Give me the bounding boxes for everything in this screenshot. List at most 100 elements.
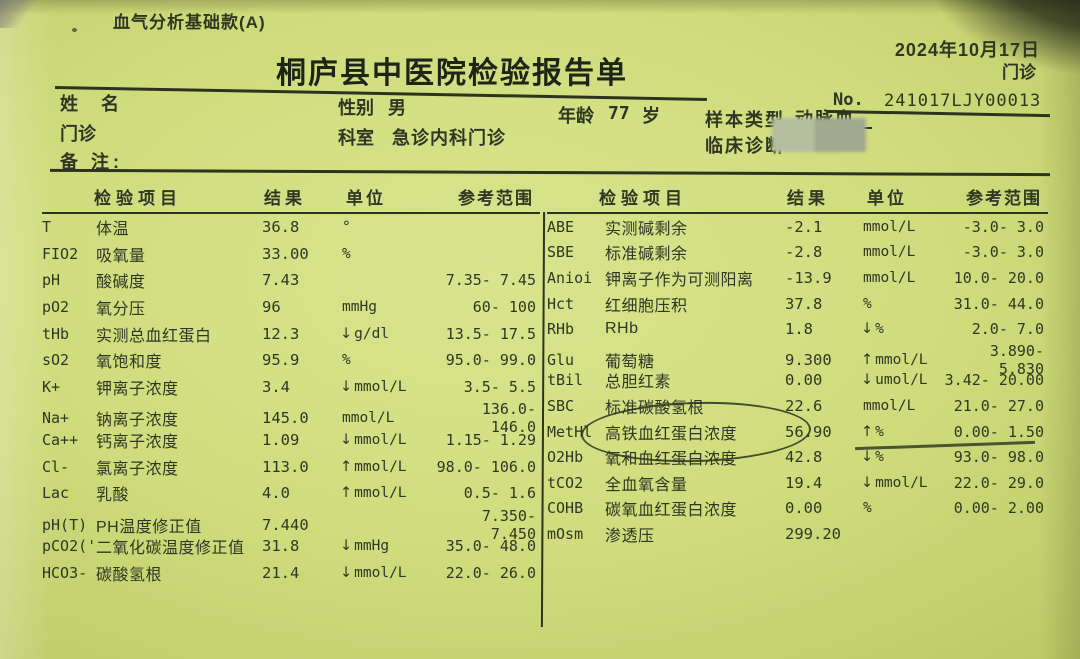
test-code: Anioi [547,268,593,287]
test-unit: mmol/L [861,219,943,235]
abnormal-flag-icon: ↑ [861,351,874,368]
unit-text: mmol/L [875,474,928,491]
table-row: Lac 乳酸 4.0 ↑ mmol/L 0.5- 1.6 [42,480,540,507]
test-code: tBil [547,371,584,390]
test-name: 碳氧血红蛋白浓度 [605,502,738,520]
test-code: T [42,218,52,237]
reference-range: 0.00- 2.00 [953,499,1044,518]
test-code: Na+ [42,409,70,428]
reference-range: 31.0- 44.0 [953,294,1044,313]
test-code: sO2 [42,351,70,370]
header-divider-rule [49,168,1051,176]
test-name: 乳酸 [96,487,130,505]
reference-range: 3.42- 20.00 [944,371,1044,390]
test-result: 42.8 [785,448,823,467]
page-title: 桐庐县中医院检验报告单 [276,57,628,90]
test-result: 299.20 [785,524,841,543]
test-unit [340,517,430,533]
column-header-range: 参考范围 [966,188,1042,208]
test-code: pCO2(' [42,537,96,556]
results-table-left: 检验项目 结果 单位 参考范围 T 体温 36.8 ° FIO2 吸氧量 33.… [42,180,540,586]
test-name: 钠离子浓度 [96,412,179,430]
test-code: ABE [547,217,575,236]
test-name: 钾离子作为可测阳离 [605,271,754,289]
unit-text: mmol/L [354,458,407,475]
test-unit [340,272,430,288]
test-unit: mmol/L [861,270,943,286]
reference-range: 2.0- 7.0 [971,320,1044,339]
test-code: K+ [42,377,61,396]
test-name: 二氧化碳温度修正值 [96,540,245,558]
abnormal-flag-icon: ↓ [861,449,874,466]
unit-text: mmol/L [863,244,916,261]
reference-range: 0.00- 1.50 [953,422,1044,441]
test-result: 4.0 [262,484,290,503]
table-row: pH(T) PH温度修正值 7.440 7.350- 7.450 [42,507,540,543]
unit-text: mmol/L [354,565,407,582]
test-name: 红细胞压积 [605,297,688,315]
column-header-unit: 单位 [346,188,386,208]
abnormal-flag-icon: ↑ [340,458,353,475]
test-result: 0.00 [785,499,823,518]
test-result: 1.8 [785,320,813,339]
test-unit: ↓ mmol/L [861,475,943,491]
test-name: PH温度修正值 [96,518,202,536]
test-unit: ↓% [861,449,943,465]
reference-range: -3.0- 3.0 [962,243,1044,262]
test-result: 113.0 [262,457,309,476]
table-row: pCO2(' 二氧化碳温度修正值 31.8 ↓ mmHg 35.0- 48.0 [42,533,540,560]
report-date: 2024年10月17日 [894,40,1040,60]
abnormal-flag-icon: ↓ [340,565,353,582]
test-result: 22.6 [785,396,823,415]
test-result: 36.8 [262,218,300,237]
sample-type-label: 样本类型 [705,110,785,130]
report-no-label: No. [833,90,864,110]
table-row: Hct 红细胞压积 37.8 % 31.0- 44.0 [547,291,1048,317]
test-unit: % [861,296,943,312]
test-result: 33.00 [262,244,309,263]
test-name: 氧饱和度 [96,354,163,372]
test-name: 碳酸氢根 [96,567,163,585]
diagnosis-redacted-block [772,118,866,152]
table-row: Cl- 氯离子浓度 113.0 ↑ mmol/L 98.0- 106.0 [42,453,540,480]
test-result: 31.8 [262,537,300,556]
test-unit: ↓ mmol/L [340,565,430,581]
unit-text: umol/L [875,372,928,389]
test-unit: ° [340,219,430,235]
reference-range: 13.5- 17.5 [445,324,536,343]
remark-label: 备 注: [60,152,123,172]
test-name: 吸氧量 [96,247,146,265]
test-name: RHb [605,320,639,338]
test-code: COHB [547,499,584,518]
abnormal-flag-icon: ↓ [340,432,353,449]
paper-speck [72,28,77,32]
table-row: Ca++ 钙离子浓度 1.09 ↓ mmol/L 1.15- 1.29 [42,427,540,454]
table-row: mOsm 渗透压 299.20 [547,521,1048,547]
table-row: ABE 实测碱剩余 -2.1 mmol/L -3.0- 3.0 [547,214,1048,240]
age-unit: 岁 [642,106,660,126]
test-unit: ↓ mmol/L [340,432,430,448]
unit-text: % [342,352,351,369]
test-code: RHb [547,320,575,339]
table-row: pO2 氧分压 96 mmHg 60- 100 [42,294,540,321]
test-unit: ↑% [861,424,943,440]
unit-text: mmol/L [875,351,928,368]
reference-range: 7.350- 7.450 [481,506,536,543]
table-row: MetHl 高铁血红蛋白浓度 56.90 ↑% 0.00- 1.50 [547,419,1048,445]
column-header-result: 结果 [787,188,829,208]
table-body: ABE 实测碱剩余 -2.1 mmol/L -3.0- 3.0 SBE 标准碱剩… [547,214,1048,547]
test-name: 葡萄糖 [605,353,655,371]
abnormal-flag-icon: ↓ [340,538,353,555]
unit-text: % [342,245,351,262]
abnormal-flag-icon: ↓ [861,372,874,389]
table-row: HCO3- 碳酸氢根 21.4 ↓ mmol/L 22.0- 26.0 [42,560,540,587]
test-name: 体温 [96,221,130,239]
table-row: pH 酸碱度 7.43 7.35- 7.45 [42,267,540,294]
table-header-row: 检验项目 结果 单位 参考范围 [42,180,540,214]
age-label: 年龄 [558,106,594,126]
unit-text: mmol/L [354,432,407,449]
test-name: 氧分压 [96,301,146,319]
test-code: Hct [547,294,575,313]
test-name: 酸碱度 [96,274,146,292]
